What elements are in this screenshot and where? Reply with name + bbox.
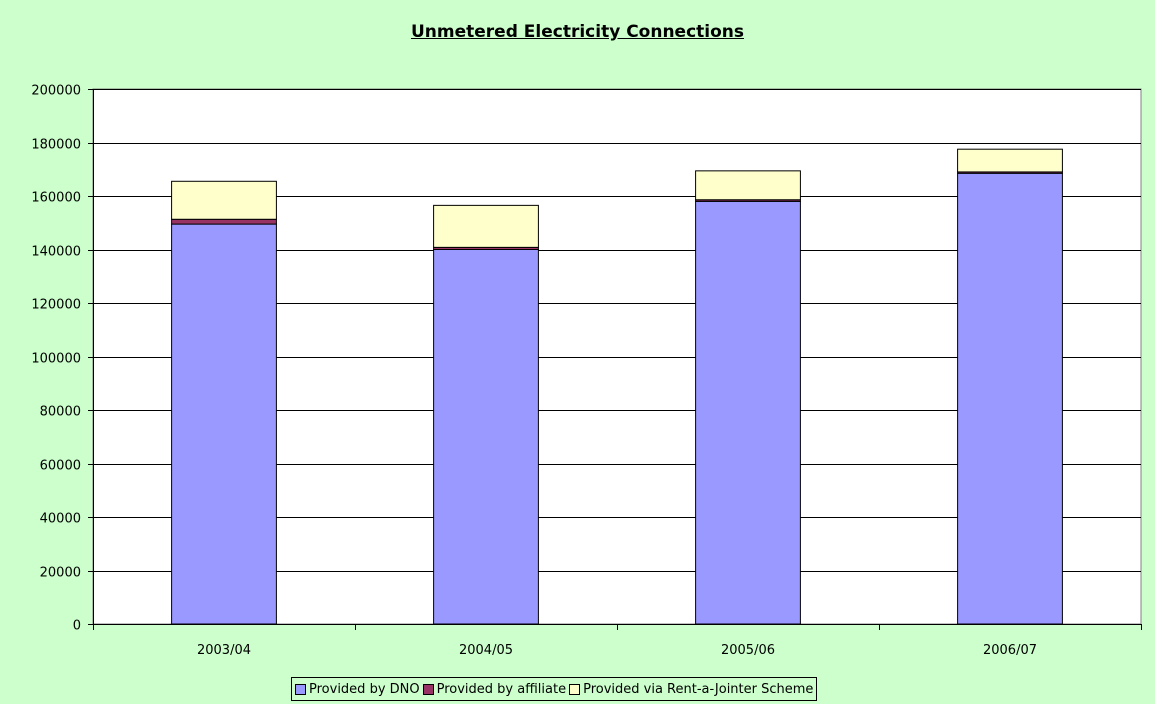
y-tick-label: 180000 bbox=[31, 138, 81, 153]
y-tick-label: 120000 bbox=[31, 298, 81, 313]
bar-segment-provided-by-dno bbox=[695, 200, 801, 625]
y-tick-label: 0 bbox=[73, 619, 81, 634]
legend-label: Provided by DNO bbox=[309, 681, 420, 697]
y-tick-label: 60000 bbox=[40, 459, 81, 474]
bar-segment-provided-via-rent-a-jointer-scheme bbox=[695, 170, 801, 201]
y-tick-label: 100000 bbox=[31, 352, 81, 367]
y-tick-label: 200000 bbox=[31, 84, 81, 99]
bar-segment-provided-via-rent-a-jointer-scheme bbox=[433, 204, 539, 248]
y-tick-label: 40000 bbox=[40, 512, 81, 527]
bar-segment-provided-via-rent-a-jointer-scheme bbox=[957, 148, 1063, 173]
x-tick-label: 2006/07 bbox=[983, 643, 1037, 658]
legend-item: Provided by DNO bbox=[295, 682, 420, 697]
bar-segment-provided-by-dno bbox=[957, 172, 1063, 625]
y-tick-label: 80000 bbox=[40, 405, 81, 420]
legend-label: Provided via Rent-a-Jointer Scheme bbox=[583, 681, 814, 697]
bar-segment-provided-by-dno bbox=[171, 223, 277, 625]
legend: Provided by DNO Provided by affiliate Prov… bbox=[291, 677, 818, 701]
legend-item: Provided by affiliate bbox=[422, 681, 567, 697]
y-tick-label: 160000 bbox=[31, 191, 81, 206]
bar-segment-provided-via-rent-a-jointer-scheme bbox=[171, 180, 277, 220]
chart-title: Unmetered Electricity Connections bbox=[410, 22, 745, 42]
legend-item: Provided via Rent-a-Jointer Scheme bbox=[569, 682, 813, 697]
x-tick-label: 2005/06 bbox=[721, 643, 775, 658]
bar-segment-provided-by-dno bbox=[433, 249, 539, 625]
legend-swatch bbox=[569, 683, 581, 695]
y-tick-label: 20000 bbox=[40, 566, 81, 581]
y-tick-label: 140000 bbox=[31, 245, 81, 260]
bar-segment-provided-by-affiliate bbox=[171, 218, 277, 225]
legend-label: Provided by affiliate bbox=[436, 681, 567, 697]
legend-swatch bbox=[295, 683, 306, 695]
legend-swatch bbox=[422, 683, 434, 695]
x-tick-label: 2004/05 bbox=[459, 643, 513, 658]
x-tick-label: 2003/04 bbox=[197, 643, 251, 658]
